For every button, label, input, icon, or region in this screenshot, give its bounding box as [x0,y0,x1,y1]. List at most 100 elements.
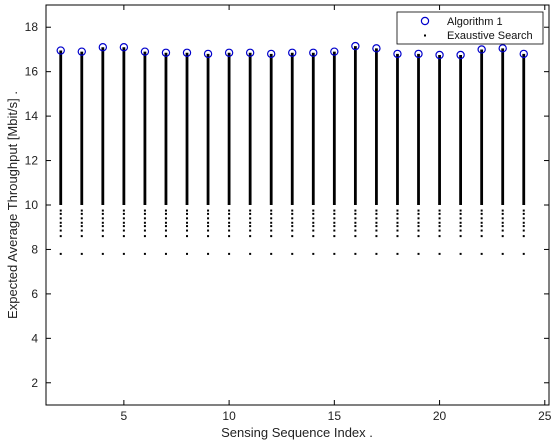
exaustive-search-point [417,225,420,228]
exaustive-search-point [522,217,525,220]
legend-box [396,11,544,45]
exaustive-search-point [459,212,462,215]
exaustive-search-point [291,229,294,232]
exaustive-search-point [122,252,125,255]
exaustive-search-point [480,209,483,212]
exaustive-search-point [417,229,420,232]
exaustive-search-point [501,217,504,220]
exaustive-search-point [80,209,83,212]
exaustive-search-point [207,235,210,238]
algorithm-1-point [203,49,213,59]
exaustive-search-point [375,217,378,220]
exaustive-search-point [59,235,62,238]
algorithm-1-point [330,47,339,56]
exaustive-search-point [417,252,420,255]
algorithm-1-point [351,41,360,51]
exaustive-search-point [80,235,83,238]
plot-frame [45,4,550,406]
exaustive-search-point [480,229,483,232]
exaustive-search-point [270,252,273,255]
x-tick-label: 20 [433,409,447,423]
exaustive-search-point [186,212,189,215]
exaustive-search-point [438,235,441,238]
algorithm-1-point [56,46,65,55]
exaustive-search-point [501,225,504,228]
plot-area [45,4,550,406]
exaustive-search-point [291,225,294,228]
exaustive-search-point [59,217,62,220]
exaustive-search-point [480,217,483,220]
x-tick-label: 10 [222,409,236,423]
algorithm-1-point [393,49,402,59]
exaustive-search-point [480,225,483,228]
exaustive-search-point [249,221,252,224]
exaustive-search-point [522,225,525,228]
exaustive-search-point [143,229,146,232]
exaustive-search-point [164,221,167,224]
exaustive-search-point [228,252,231,255]
exaustive-search-point [228,229,231,232]
exaustive-search-point [101,209,104,212]
exaustive-search-point [101,235,104,238]
algorithm-1-point [519,49,528,59]
x-tick-label: 25 [538,409,552,423]
exaustive-search-point [164,217,167,220]
exaustive-search-point [375,225,378,228]
algorithm-1-point [266,49,276,59]
y-tick-label: 14 [25,109,39,123]
exaustive-search-point [501,212,504,215]
exaustive-search-point [354,209,357,212]
exaustive-search-point [438,252,441,255]
exaustive-search-point [438,221,441,224]
exaustive-search-point [375,229,378,232]
exaustive-search-point [80,221,83,224]
series-layer [56,41,528,255]
exaustive-search-point [396,252,399,255]
exaustive-search-point [291,212,294,215]
exaustive-search-point [312,217,315,220]
exaustive-search-point [333,212,336,215]
exaustive-search-point [249,212,252,215]
exaustive-search-point [333,209,336,212]
exaustive-search-point [312,209,315,212]
exaustive-search-point [228,217,231,220]
x-tick-label: 5 [121,409,128,423]
y-tick-label: 18 [25,20,39,34]
exaustive-search-point [333,229,336,232]
legend-marker-exaustive-search [424,34,426,37]
algorithm-1-point [98,43,108,52]
exaustive-search-point [164,229,167,232]
exaustive-search-point [59,229,62,232]
exaustive-search-point [522,209,525,212]
exaustive-search-point [249,252,252,255]
exaustive-search-point [228,235,231,238]
exaustive-search-point [164,225,167,228]
exaustive-search-point [459,235,462,238]
exaustive-search-point [186,221,189,224]
exaustive-search-point [501,209,504,212]
y-tick-label: 8 [31,242,38,256]
exaustive-search-point [80,252,83,255]
exaustive-search-point [291,235,294,238]
algorithm-1-point [309,48,318,57]
exaustive-search-point [459,217,462,220]
exaustive-search-point [312,225,315,228]
exaustive-search-point [312,229,315,232]
exaustive-search-point [333,252,336,255]
x-axis-ticks: 5 10 15 20 25 [121,5,552,423]
x-axis-label: Sensing Sequence Index . [221,425,373,440]
exaustive-search-point [186,229,189,232]
exaustive-search-point [375,221,378,224]
y-axis-ticks: 2 4 6 8 10 12 14 16 18 [25,20,549,390]
exaustive-search-point [396,229,399,232]
exaustive-search-point [501,229,504,232]
exaustive-search-point [101,229,104,232]
exaustive-search-point [501,235,504,238]
exaustive-search-point [333,217,336,220]
algorithm-1-point [477,45,486,54]
legend-label-exaustive-search: Exaustive Search [447,30,533,42]
algorithm-1-point [414,49,423,59]
exaustive-search-point [312,212,315,215]
y-tick-label: 4 [31,331,38,345]
